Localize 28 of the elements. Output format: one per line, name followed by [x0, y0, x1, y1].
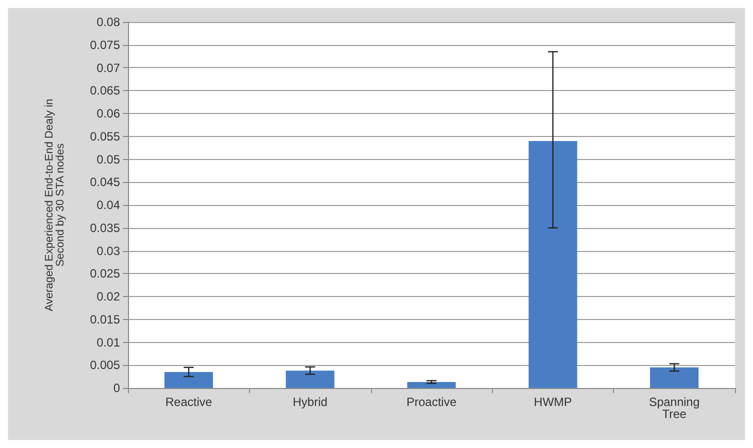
y-tick-label: 0.025 — [90, 266, 120, 281]
y-tick-label: 0.02 — [96, 290, 120, 304]
y-tick-label: 0.04 — [96, 198, 120, 212]
y-tick-label: 0 — [113, 381, 120, 395]
y-tick-label: 0.01 — [96, 335, 120, 350]
y-tick-label: 0.015 — [90, 312, 120, 326]
x-tick-label: Spanning Tree — [648, 395, 700, 421]
bar — [286, 370, 334, 388]
bar — [164, 372, 213, 388]
y-tick-label: 0.07 — [96, 60, 120, 75]
y-tick-label: 0.065 — [90, 84, 120, 98]
y-tick-label: 0.005 — [90, 358, 120, 372]
x-tick-label: Hybrid — [292, 395, 328, 409]
y-axis-title: Averaged Experienced End-to-End Dealy in Second by 30 STA nodes — [44, 98, 66, 312]
y-tick-label: 0.03 — [96, 244, 120, 258]
y-tick-label: 0.05 — [96, 152, 120, 166]
x-tick-label: HWMP — [534, 395, 572, 409]
x-tick-label: Reactive — [165, 395, 212, 409]
y-tick-label: 0.045 — [90, 175, 120, 190]
x-tick-label: Proactive — [406, 395, 457, 409]
bar — [650, 367, 699, 388]
bar — [407, 382, 456, 388]
y-tick-label: 0.06 — [96, 106, 120, 120]
y-tick-label: 0.075 — [90, 38, 120, 52]
y-tick-label: 0.035 — [90, 220, 120, 235]
y-tick-label: 0.08 — [96, 15, 120, 29]
bar — [528, 140, 578, 388]
y-tick-label: 0.055 — [90, 129, 120, 144]
